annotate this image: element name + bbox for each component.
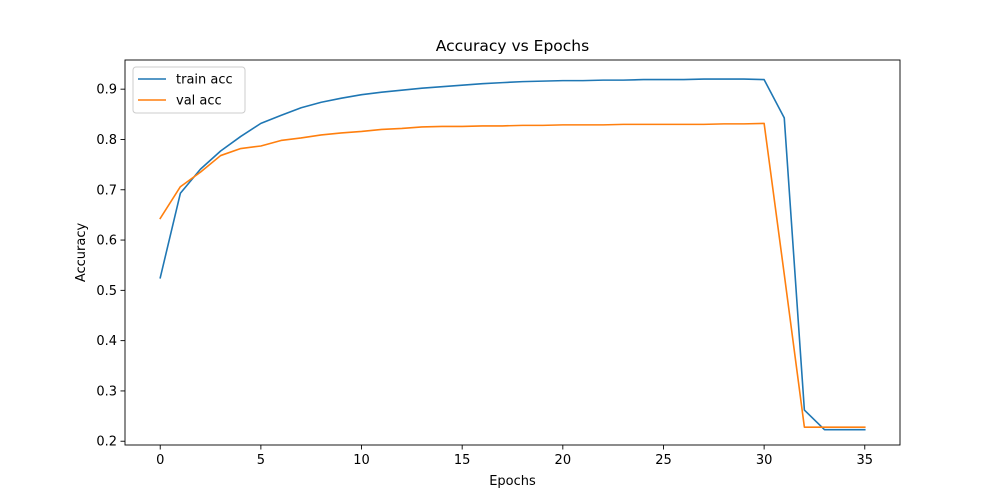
- series-layer: [159, 78, 866, 431]
- x-tick-label: 20: [555, 453, 572, 468]
- y-tick-label: 0.3: [96, 384, 117, 399]
- x-tick-label: 5: [257, 453, 265, 468]
- y-tick-label: 0.4: [96, 334, 117, 349]
- y-axis-label: Accuracy: [74, 223, 89, 283]
- x-tick-label: 25: [655, 453, 672, 468]
- legend-label: train acc: [176, 73, 233, 88]
- x-tick-label: 15: [454, 453, 471, 468]
- x-tick-label: 35: [856, 453, 873, 468]
- y-axis: 0.2 0.3 0.4 0.5 0.6 0.7 0.8 0.9: [96, 83, 125, 450]
- plot-area: 0 5 10 15 20 25 30 35 0.20.30.40.50.60.70.80.9 …: [96, 59, 901, 468]
- y-tick-label: 0.2: [96, 435, 117, 450]
- y-tick-label: 0.5: [96, 284, 117, 299]
- y-tick-label: 0.9: [96, 83, 117, 98]
- legend: train acc val acc: [132, 66, 246, 114]
- series-line-val-acc: [159, 122, 866, 428]
- legend-label: val acc: [176, 94, 222, 109]
- plot-frame: [124, 59, 901, 446]
- plot-background: [125, 60, 900, 445]
- x-tick-label: 0: [156, 453, 164, 468]
- y-tick-label: 0.8: [96, 133, 117, 148]
- x-axis: 0 5 10 15 20 25 30 35: [156, 445, 873, 468]
- x-axis-label: Epochs: [489, 474, 536, 489]
- y-tick-label: 0.7: [96, 183, 117, 198]
- series-line-train-acc: [159, 78, 866, 431]
- y-tick-label: 0.6: [96, 234, 117, 249]
- chart-title: Accuracy vs Epochs: [436, 37, 589, 55]
- x-tick-label: 10: [353, 453, 370, 468]
- x-tick-label: 30: [756, 453, 773, 468]
